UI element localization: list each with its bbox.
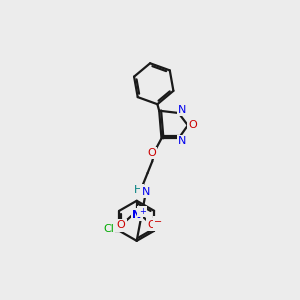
Text: N: N [132, 210, 141, 220]
Text: N: N [178, 105, 187, 115]
Text: +: + [139, 207, 145, 216]
Text: O: O [148, 220, 157, 230]
Text: Cl: Cl [103, 224, 114, 234]
Text: O: O [188, 120, 197, 130]
Text: O: O [117, 220, 126, 230]
Text: −: − [154, 217, 163, 227]
Text: H: H [134, 185, 142, 195]
Text: O: O [147, 148, 156, 158]
Text: N: N [142, 187, 150, 196]
Text: N: N [178, 136, 187, 146]
